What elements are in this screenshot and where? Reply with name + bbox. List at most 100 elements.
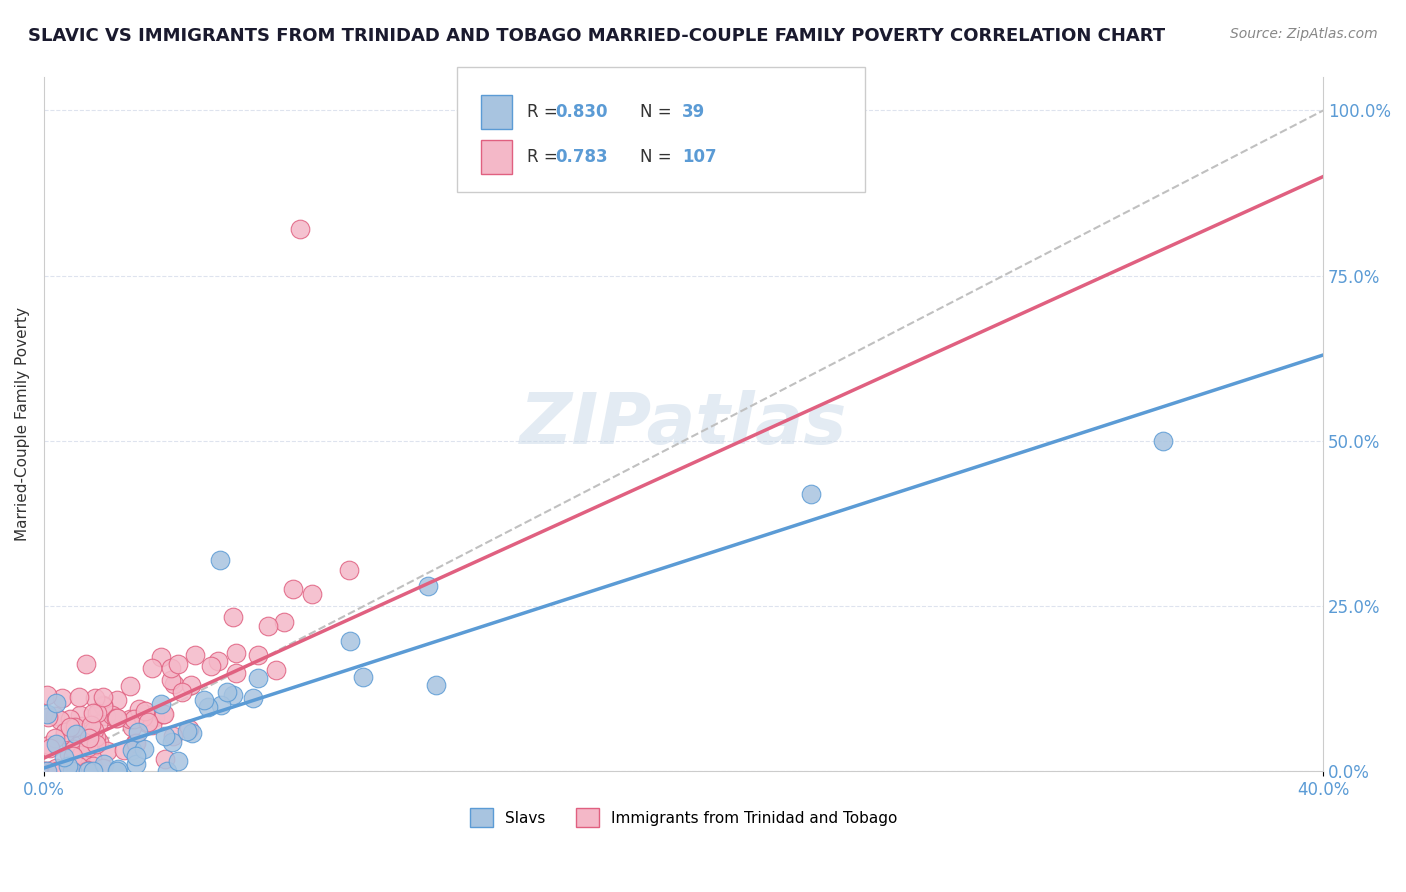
Point [273,615,295,629]
Point [52,762,75,776]
Point [96,744,118,758]
Legend: Slavs, Immigrants from Trinidad and Tobago: Slavs, Immigrants from Trinidad and Toba… [464,802,904,833]
Point [800,487,823,501]
Point [127,724,149,739]
Point [56,759,79,773]
Point [65,720,87,734]
Point [180,677,202,691]
Point [153,729,176,743]
Point [425,678,447,692]
Point [70,760,93,774]
Point [135,715,157,730]
Point [180,726,202,740]
Point [225,646,247,660]
Text: 0.783: 0.783 [555,148,607,166]
Point [35,764,58,778]
Point [125,736,148,750]
Point [221,689,243,703]
Point [82,764,104,778]
Point [70,718,93,732]
Point [131,710,153,724]
Point [264,663,287,677]
Point [58,747,80,762]
Point [83,723,105,737]
Point [125,748,148,763]
Point [41,764,63,779]
Point [134,707,156,722]
Point [91,698,114,713]
Point [77,739,100,754]
Point [38,741,60,756]
Point [193,693,215,707]
Point [45,696,67,710]
Point [44,731,66,745]
Point [152,707,174,722]
Point [86,706,108,720]
Point [246,648,269,662]
Point [128,702,150,716]
Point [160,661,183,675]
Point [76,763,98,777]
Point [156,764,179,778]
Point [44,709,66,723]
Point [91,760,114,774]
Point [49,713,72,727]
Point [112,743,135,757]
Point [67,690,90,705]
Point [153,707,176,722]
Point [60,736,83,750]
Point [176,724,198,739]
Point [225,665,247,680]
Point [89,735,111,749]
Point [70,748,93,763]
Point [84,730,107,744]
Point [48,764,70,779]
Point [150,697,173,711]
Point [125,757,148,772]
Point [121,721,143,735]
Point [247,671,270,685]
Point [141,718,163,732]
Point [45,760,67,774]
Point [105,693,128,707]
Point [91,690,114,705]
Text: SLAVIC VS IMMIGRANTS FROM TRINIDAD AND TOBAGO MARRIED-COUPLE FAMILY POVERTY CORR: SLAVIC VS IMMIGRANTS FROM TRINIDAD AND T… [28,27,1166,45]
Point [52,750,75,764]
Point [80,740,103,755]
Y-axis label: Married-Couple Family Poverty: Married-Couple Family Poverty [15,308,30,541]
Point [141,661,163,675]
Point [82,751,104,765]
Text: Source: ZipAtlas.com: Source: ZipAtlas.com [1230,27,1378,41]
Point [1152,434,1174,448]
Point [301,587,323,601]
Point [82,759,104,773]
Point [242,690,264,705]
Point [77,731,100,745]
Point [281,582,304,596]
Point [87,717,110,731]
Point [37,688,59,702]
Point [208,553,231,567]
Point [162,735,184,749]
Point [143,710,166,724]
Point [82,706,104,720]
Point [183,648,205,662]
Point [149,650,172,665]
Point [134,704,156,718]
Point [65,727,87,741]
Point [256,618,278,632]
Point [101,708,124,723]
Point [35,707,58,722]
Point [91,698,114,712]
Point [162,729,184,743]
Point [93,756,115,771]
Point [83,730,105,744]
Point [37,710,59,724]
Point [222,610,245,624]
Point [84,737,107,751]
Text: R =: R = [527,103,564,121]
Point [89,704,111,718]
Point [59,712,82,726]
Point [207,654,229,668]
Point [38,738,60,752]
